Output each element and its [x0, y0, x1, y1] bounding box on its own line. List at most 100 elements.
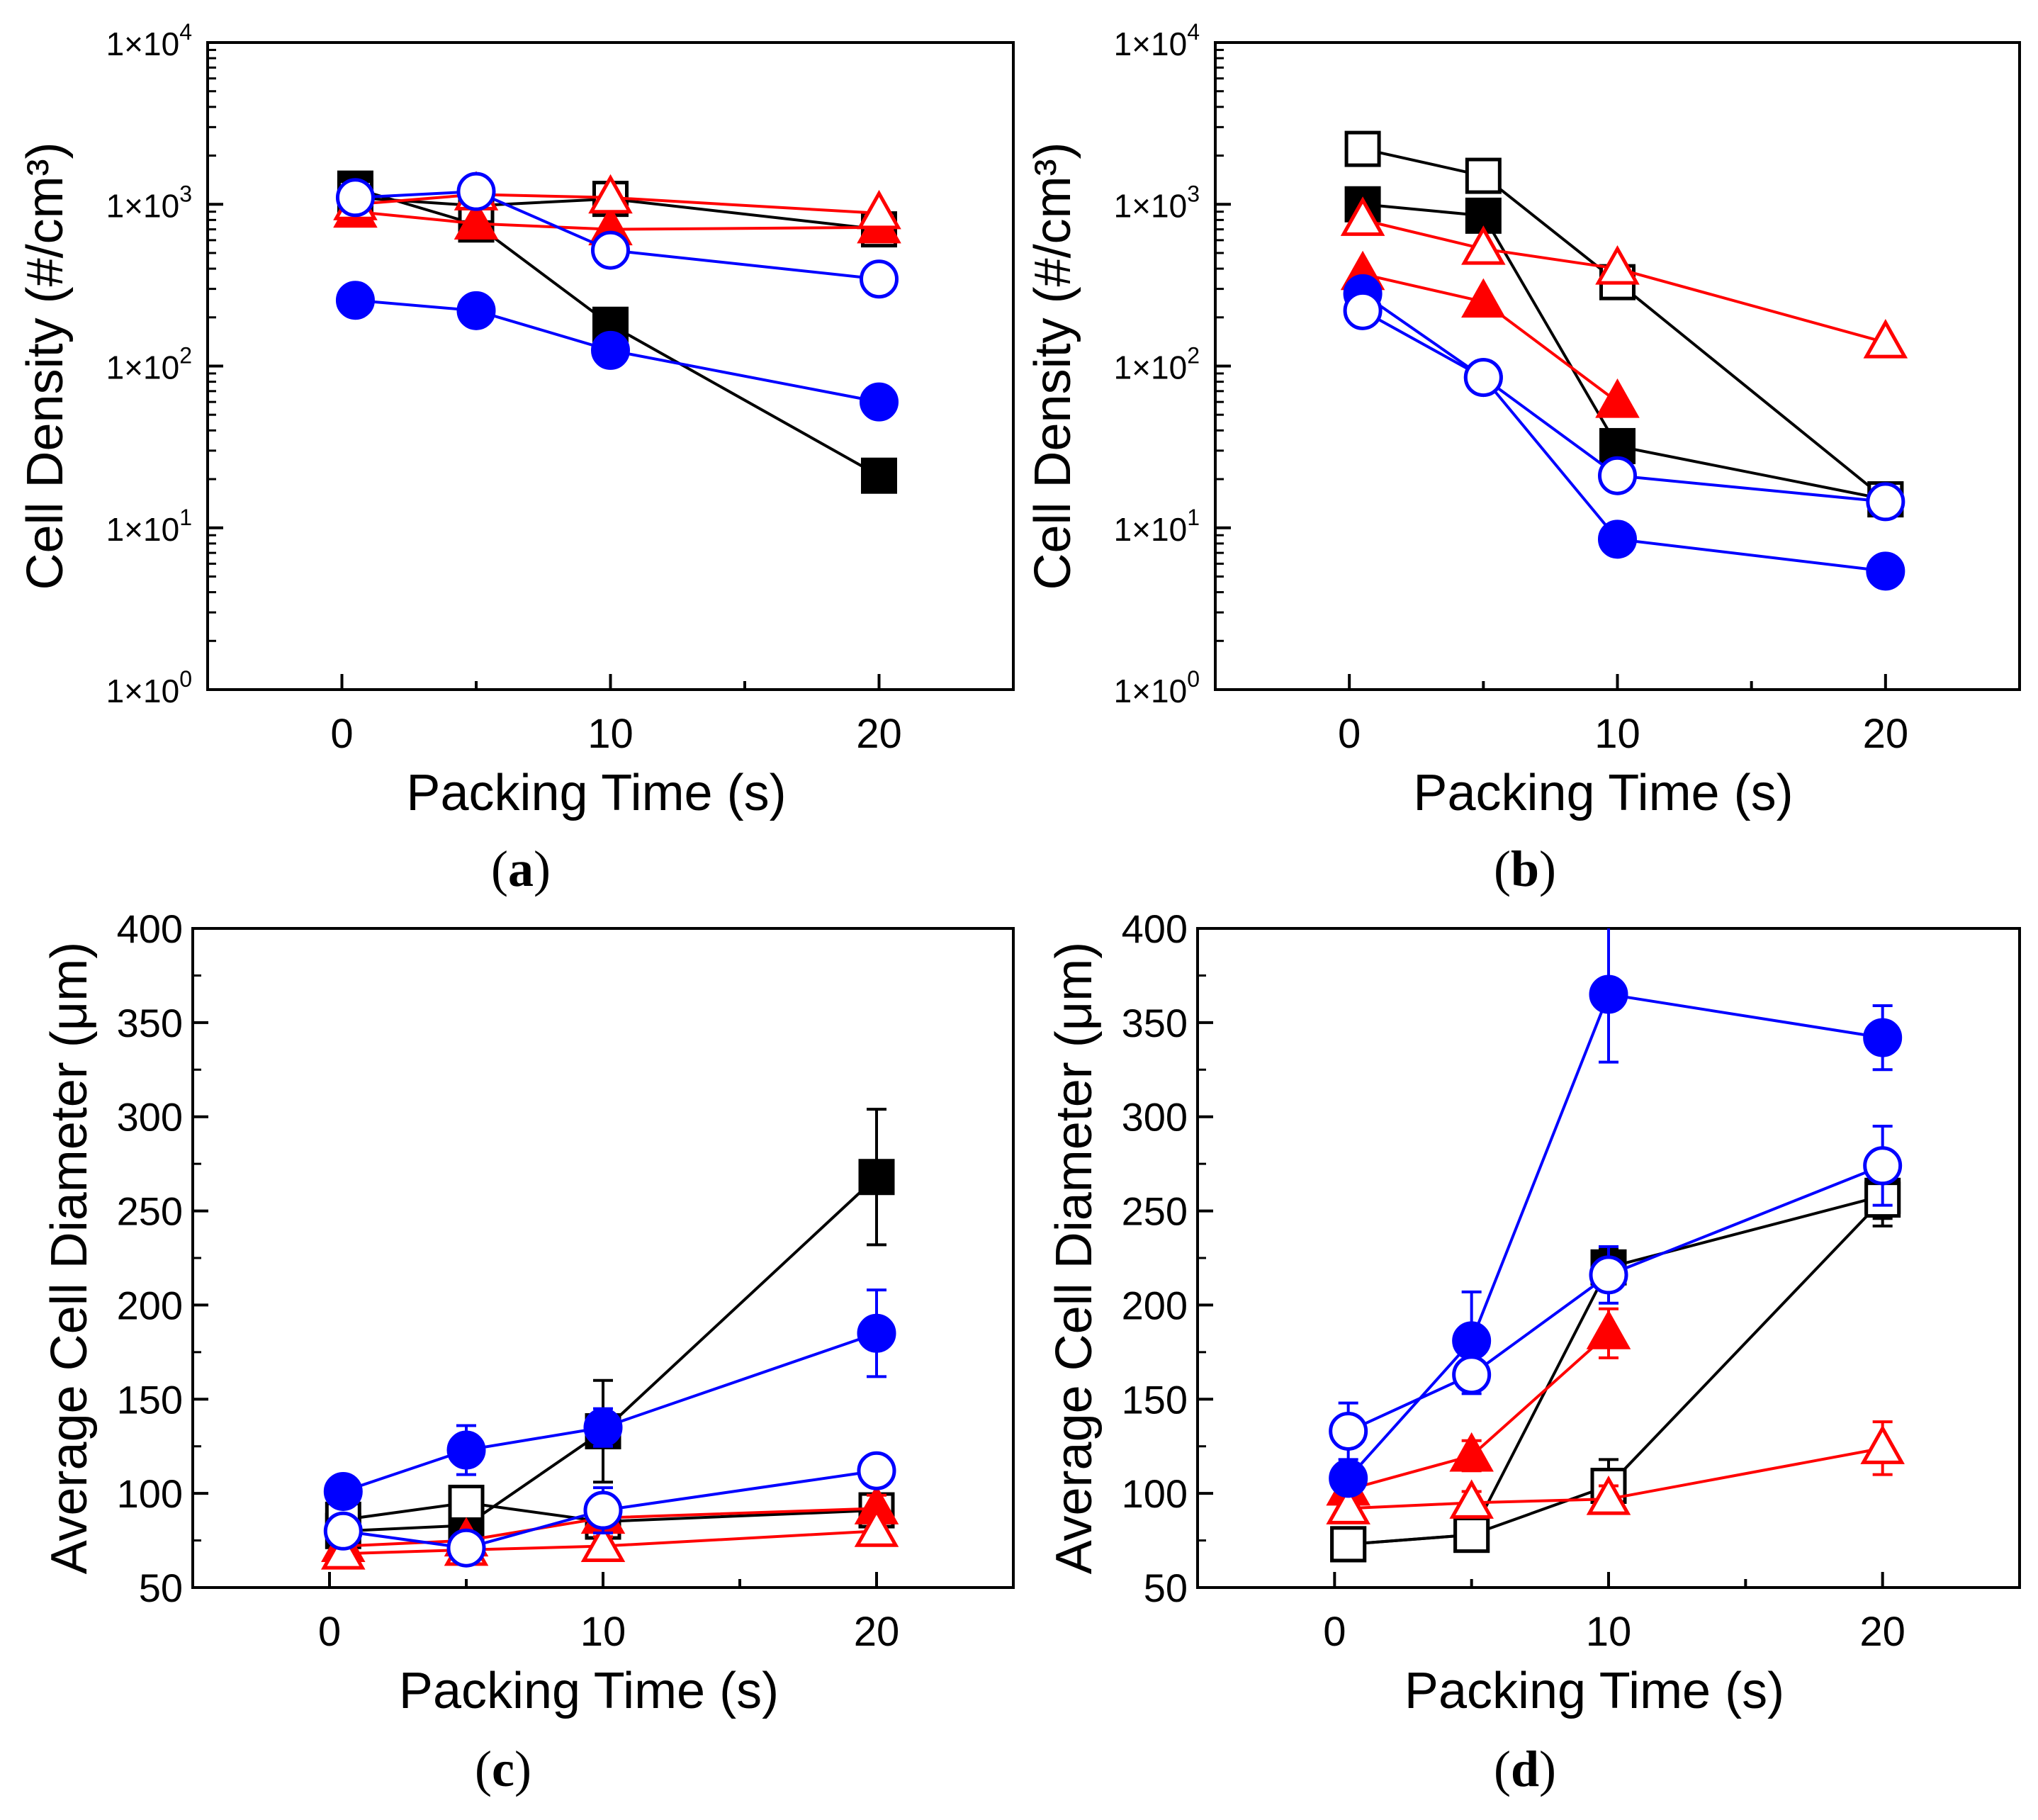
circle-marker — [1463, 358, 1503, 398]
circle-marker — [1866, 482, 1905, 522]
square-marker — [858, 1159, 895, 1196]
triangle-marker — [1449, 1479, 1494, 1519]
triangle-marker — [1860, 1425, 1905, 1464]
y-tick-label: 1×103 — [1114, 181, 1200, 224]
y-tick-label: 1×101 — [1114, 505, 1200, 548]
circle-marker — [1598, 519, 1637, 559]
series-line — [355, 196, 879, 231]
x-tick-label: 20 — [854, 1609, 900, 1655]
triangle-marker — [1449, 1432, 1494, 1472]
square-marker — [1599, 427, 1636, 464]
series-line — [355, 190, 879, 281]
series-line — [342, 1332, 877, 1493]
x-tick-label: 10 — [580, 1609, 626, 1655]
square-marker — [1330, 1526, 1367, 1563]
panel-label: (b) — [1494, 841, 1556, 897]
circle-marker — [860, 382, 899, 422]
series-line — [1347, 1164, 1884, 1433]
circle-marker — [583, 1490, 623, 1530]
square-marker — [1465, 157, 1502, 194]
square-marker — [861, 457, 897, 494]
triangle-marker — [1586, 1476, 1631, 1515]
y-tick-label: 250 — [1122, 1189, 1188, 1234]
circle-marker — [446, 1430, 486, 1470]
circle-marker — [456, 291, 496, 330]
y-tick-label: 1×102 — [1114, 343, 1200, 386]
y-tick-label: 200 — [117, 1283, 183, 1327]
circle-marker — [1598, 456, 1637, 495]
y-tick-label: 1×103 — [106, 181, 192, 224]
circle-marker — [1863, 1146, 1903, 1186]
circle-marker — [335, 281, 375, 320]
series-line — [1348, 1447, 1884, 1510]
series-red-open-triangle — [1326, 1420, 1905, 1524]
circle-marker — [1452, 1321, 1492, 1361]
x-tick-label: 10 — [1594, 711, 1640, 757]
y-tick-label: 250 — [117, 1189, 183, 1234]
panel-c: 0 10 20 50 100 150 200 250 300 350 400 Packing Time… — [41, 906, 1015, 1797]
y-tick-label: 400 — [1122, 906, 1188, 951]
series-blue-open-circle — [323, 1451, 896, 1568]
x-axis-title: Packing Time (s) — [1413, 765, 1793, 821]
series-line — [343, 1501, 877, 1524]
triangle-marker — [1461, 225, 1506, 265]
x-tick-label: 20 — [856, 711, 902, 757]
circle-marker — [335, 178, 375, 218]
circle-marker — [1452, 1355, 1492, 1395]
square-marker — [448, 1484, 485, 1521]
y-tick-label: 1×100 — [1114, 666, 1200, 709]
y-axis-title: Average Cell Diameter (μm) — [1046, 942, 1103, 1574]
circle-marker — [323, 1471, 363, 1511]
y-tick-label: 50 — [1144, 1566, 1188, 1610]
plot-frame — [1214, 41, 2021, 691]
y-tick-label: 1×101 — [106, 505, 192, 548]
y-tick-label: 350 — [117, 1001, 183, 1045]
x-tick-label: 20 — [1859, 1609, 1905, 1655]
circle-marker — [857, 1451, 896, 1490]
triangle-marker — [1340, 196, 1385, 236]
panel-label: (c) — [475, 1741, 531, 1797]
triangle-marker — [1863, 319, 1908, 359]
triangle-marker — [321, 1530, 366, 1570]
circle-marker — [1866, 551, 1905, 591]
triangle-marker — [454, 200, 499, 240]
data-layer — [1340, 130, 1908, 591]
circle-marker — [456, 172, 496, 211]
circle-marker — [583, 1408, 623, 1447]
y-tick-label: 1×104 — [1114, 19, 1200, 62]
y-tick-label: 150 — [1122, 1377, 1188, 1422]
triangle-marker — [1461, 278, 1506, 318]
x-tick-label: 0 — [1323, 1609, 1346, 1655]
series-line — [1362, 147, 1887, 501]
circle-marker — [1863, 1018, 1903, 1057]
triangle-marker — [1586, 1310, 1631, 1349]
series-blue-filled-circle — [323, 1288, 896, 1511]
series-line — [355, 210, 879, 231]
square-marker — [1453, 1517, 1490, 1554]
data-layer — [1326, 928, 1905, 1563]
circle-marker — [446, 1528, 486, 1568]
panel-label: (d) — [1494, 1741, 1556, 1797]
y-axis-title: Cell Density (#/cm³) — [1025, 142, 1081, 590]
circle-marker — [323, 1511, 363, 1551]
y-tick-label: 400 — [117, 906, 183, 951]
series-blue-open-circle — [1329, 1125, 1903, 1461]
y-tick-label: 1×102 — [106, 343, 192, 386]
series-line — [355, 193, 879, 215]
series-blue-filled-circle — [335, 281, 899, 422]
y-tick-label: 50 — [139, 1566, 183, 1610]
y-tick-label: 300 — [117, 1095, 183, 1140]
triangle-marker — [1595, 378, 1640, 418]
series-blue-open-circle — [1343, 291, 1905, 522]
panel-a: 0 10 20 1×100 1×101 1×102 1×103 1×104 Packing Ti… — [17, 19, 1015, 897]
circle-marker — [591, 230, 630, 270]
y-tick-label: 300 — [1122, 1095, 1188, 1140]
triangle-marker — [1326, 1485, 1370, 1524]
circle-marker — [1329, 1411, 1368, 1451]
series-line — [1347, 992, 1883, 1480]
panel-b: 0 10 20 1×100 1×101 1×102 1×103 1×104 Packing Ti… — [1025, 19, 2021, 897]
y-tick-label: 100 — [1122, 1471, 1188, 1516]
circle-marker — [860, 259, 899, 299]
y-tick-label: 1×104 — [106, 19, 192, 62]
